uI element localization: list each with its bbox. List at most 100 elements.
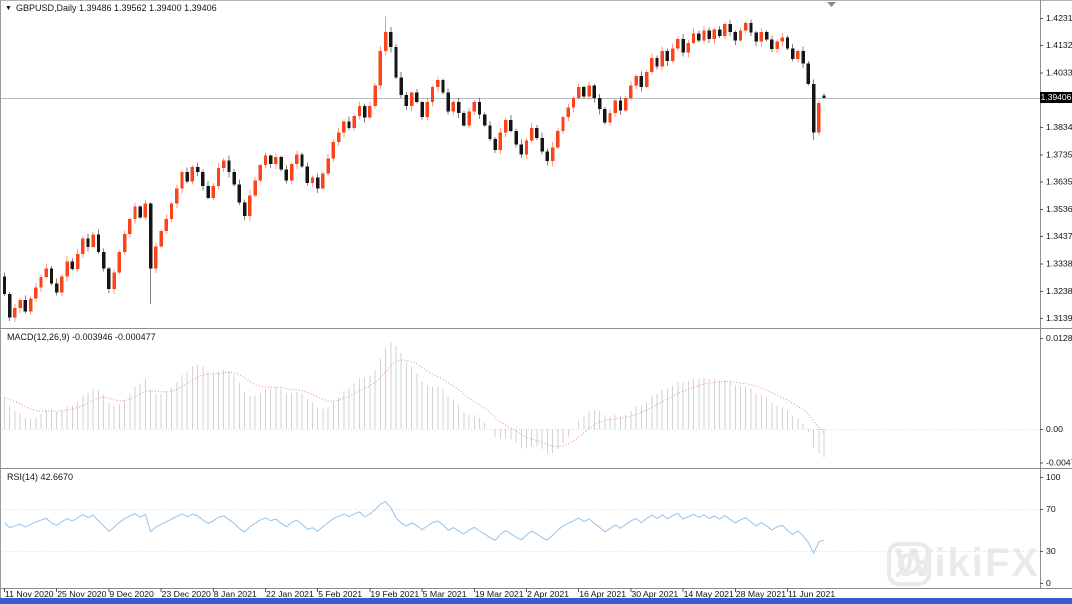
macd-axis[interactable]: 0.012824 0.00 -0.004745 — [1040, 333, 1072, 468]
candle-up — [18, 299, 22, 309]
candle-up — [368, 106, 372, 118]
candle-down — [300, 154, 304, 167]
candle-up — [524, 140, 529, 155]
candle-up — [587, 85, 591, 97]
date-label: 19 Mar 2021 — [475, 589, 524, 599]
candle-down — [770, 39, 774, 50]
candle-down — [754, 32, 758, 42]
candle-up — [44, 268, 48, 278]
candle-up — [378, 51, 383, 86]
candle-up — [180, 172, 184, 189]
candle-down — [86, 238, 90, 247]
candle-up — [190, 167, 195, 182]
candle-up — [253, 180, 257, 196]
axis-label: 1.38340 — [1046, 122, 1072, 132]
candle-down — [305, 166, 309, 184]
candle-up — [159, 231, 163, 247]
candle-down — [493, 139, 497, 151]
candle-up — [289, 163, 294, 181]
candle-up — [686, 42, 691, 53]
candle-down — [749, 23, 753, 33]
candle-up — [263, 155, 268, 166]
date-axis[interactable]: 11 Nov 2020 25 Nov 2020 9 Dec 2020 23 Dec 2… — [4, 588, 836, 599]
candle-up — [383, 32, 388, 52]
candle-down — [227, 160, 231, 173]
macd-histogram — [4, 342, 825, 458]
candle-up — [216, 167, 221, 186]
candle-down — [195, 167, 200, 173]
candle-down — [540, 137, 544, 152]
candle-down — [107, 268, 111, 289]
candle-up — [34, 287, 38, 299]
date-label: 8 Jan 2021 — [214, 589, 257, 599]
candle-down — [681, 38, 685, 53]
candle-up — [613, 100, 617, 114]
candle-down — [801, 51, 805, 64]
candle-up — [222, 160, 226, 168]
candle-down — [811, 84, 816, 133]
candle-up — [436, 80, 440, 87]
date-label: 2 Apr 2021 — [527, 589, 569, 599]
date-label: 30 Apr 2021 — [631, 589, 678, 599]
candle-down — [618, 100, 623, 111]
level-lines — [0, 429, 1040, 553]
candle-up — [738, 30, 743, 41]
bottom-scrollbar[interactable] — [0, 598, 1072, 604]
date-label: 11 Nov 2020 — [5, 589, 54, 599]
candle-up — [629, 85, 633, 98]
candle-down — [101, 251, 106, 269]
candle-down — [242, 202, 247, 217]
date-label: 5 Mar 2021 — [423, 589, 467, 599]
macd-pane-label: MACD(12,26,9) -0.003946 -0.000477 — [7, 332, 156, 342]
candle-down — [477, 102, 482, 115]
axis-label: 1.42310 — [1046, 13, 1072, 23]
candle-down — [597, 97, 602, 109]
candle-up — [660, 51, 664, 67]
candle-down — [462, 113, 466, 126]
candle-up — [451, 102, 456, 112]
collapse-arrow-icon: ▼ — [5, 5, 12, 12]
axis-label: 100 — [1046, 472, 1061, 482]
rsi-pane-label: RSI(14) 42.6670 — [7, 472, 74, 482]
candle-up — [81, 238, 85, 254]
axis-label: 1.35360 — [1046, 204, 1072, 214]
candle-up — [321, 173, 325, 189]
date-label: 16 Apr 2021 — [579, 589, 626, 599]
watermark: WikiFX — [886, 541, 1040, 586]
candle-up — [91, 234, 95, 247]
candle-up — [498, 132, 503, 151]
candle-down — [279, 156, 283, 170]
candle-up — [409, 92, 414, 107]
axis-label: 0 — [1046, 578, 1051, 588]
candle-down — [697, 33, 701, 41]
date-label: 23 Dec 2020 — [162, 589, 211, 599]
candle-down — [483, 114, 487, 126]
current-price-tag: 1.39406 — [1040, 92, 1072, 103]
axis-label: -0.004745 — [1046, 458, 1072, 468]
candle-up — [712, 29, 717, 39]
candle-down — [655, 58, 659, 67]
macd-signal-line — [4, 359, 825, 448]
candle-down — [785, 37, 790, 49]
candle-up — [503, 119, 508, 133]
candle-up — [336, 132, 341, 142]
candle-up — [28, 298, 33, 312]
candle-down — [535, 128, 539, 138]
candle-up — [122, 233, 127, 252]
title-bar: ▼ GBPUSD,Daily 1.39486 1.39562 1.39400 1.… — [5, 3, 217, 13]
candle-up — [258, 165, 262, 181]
candle-up — [60, 276, 64, 293]
axis-label: 1.37350 — [1046, 149, 1072, 159]
shift-marker-icon[interactable] — [827, 2, 836, 7]
price-axis[interactable]: 1.42310 1.41320 1.40330 1.38340 1.37350 1.363… — [1040, 13, 1072, 323]
candle-down — [514, 130, 518, 145]
rsi-axis[interactable]: 100 70 30 0 — [1040, 472, 1061, 588]
candle-up — [571, 97, 576, 108]
candle-up — [676, 38, 680, 49]
candle-down — [420, 102, 424, 118]
ohlc-values: 1.39486 1.39562 1.39400 1.39406 — [78, 3, 217, 13]
candle-down — [347, 121, 351, 129]
